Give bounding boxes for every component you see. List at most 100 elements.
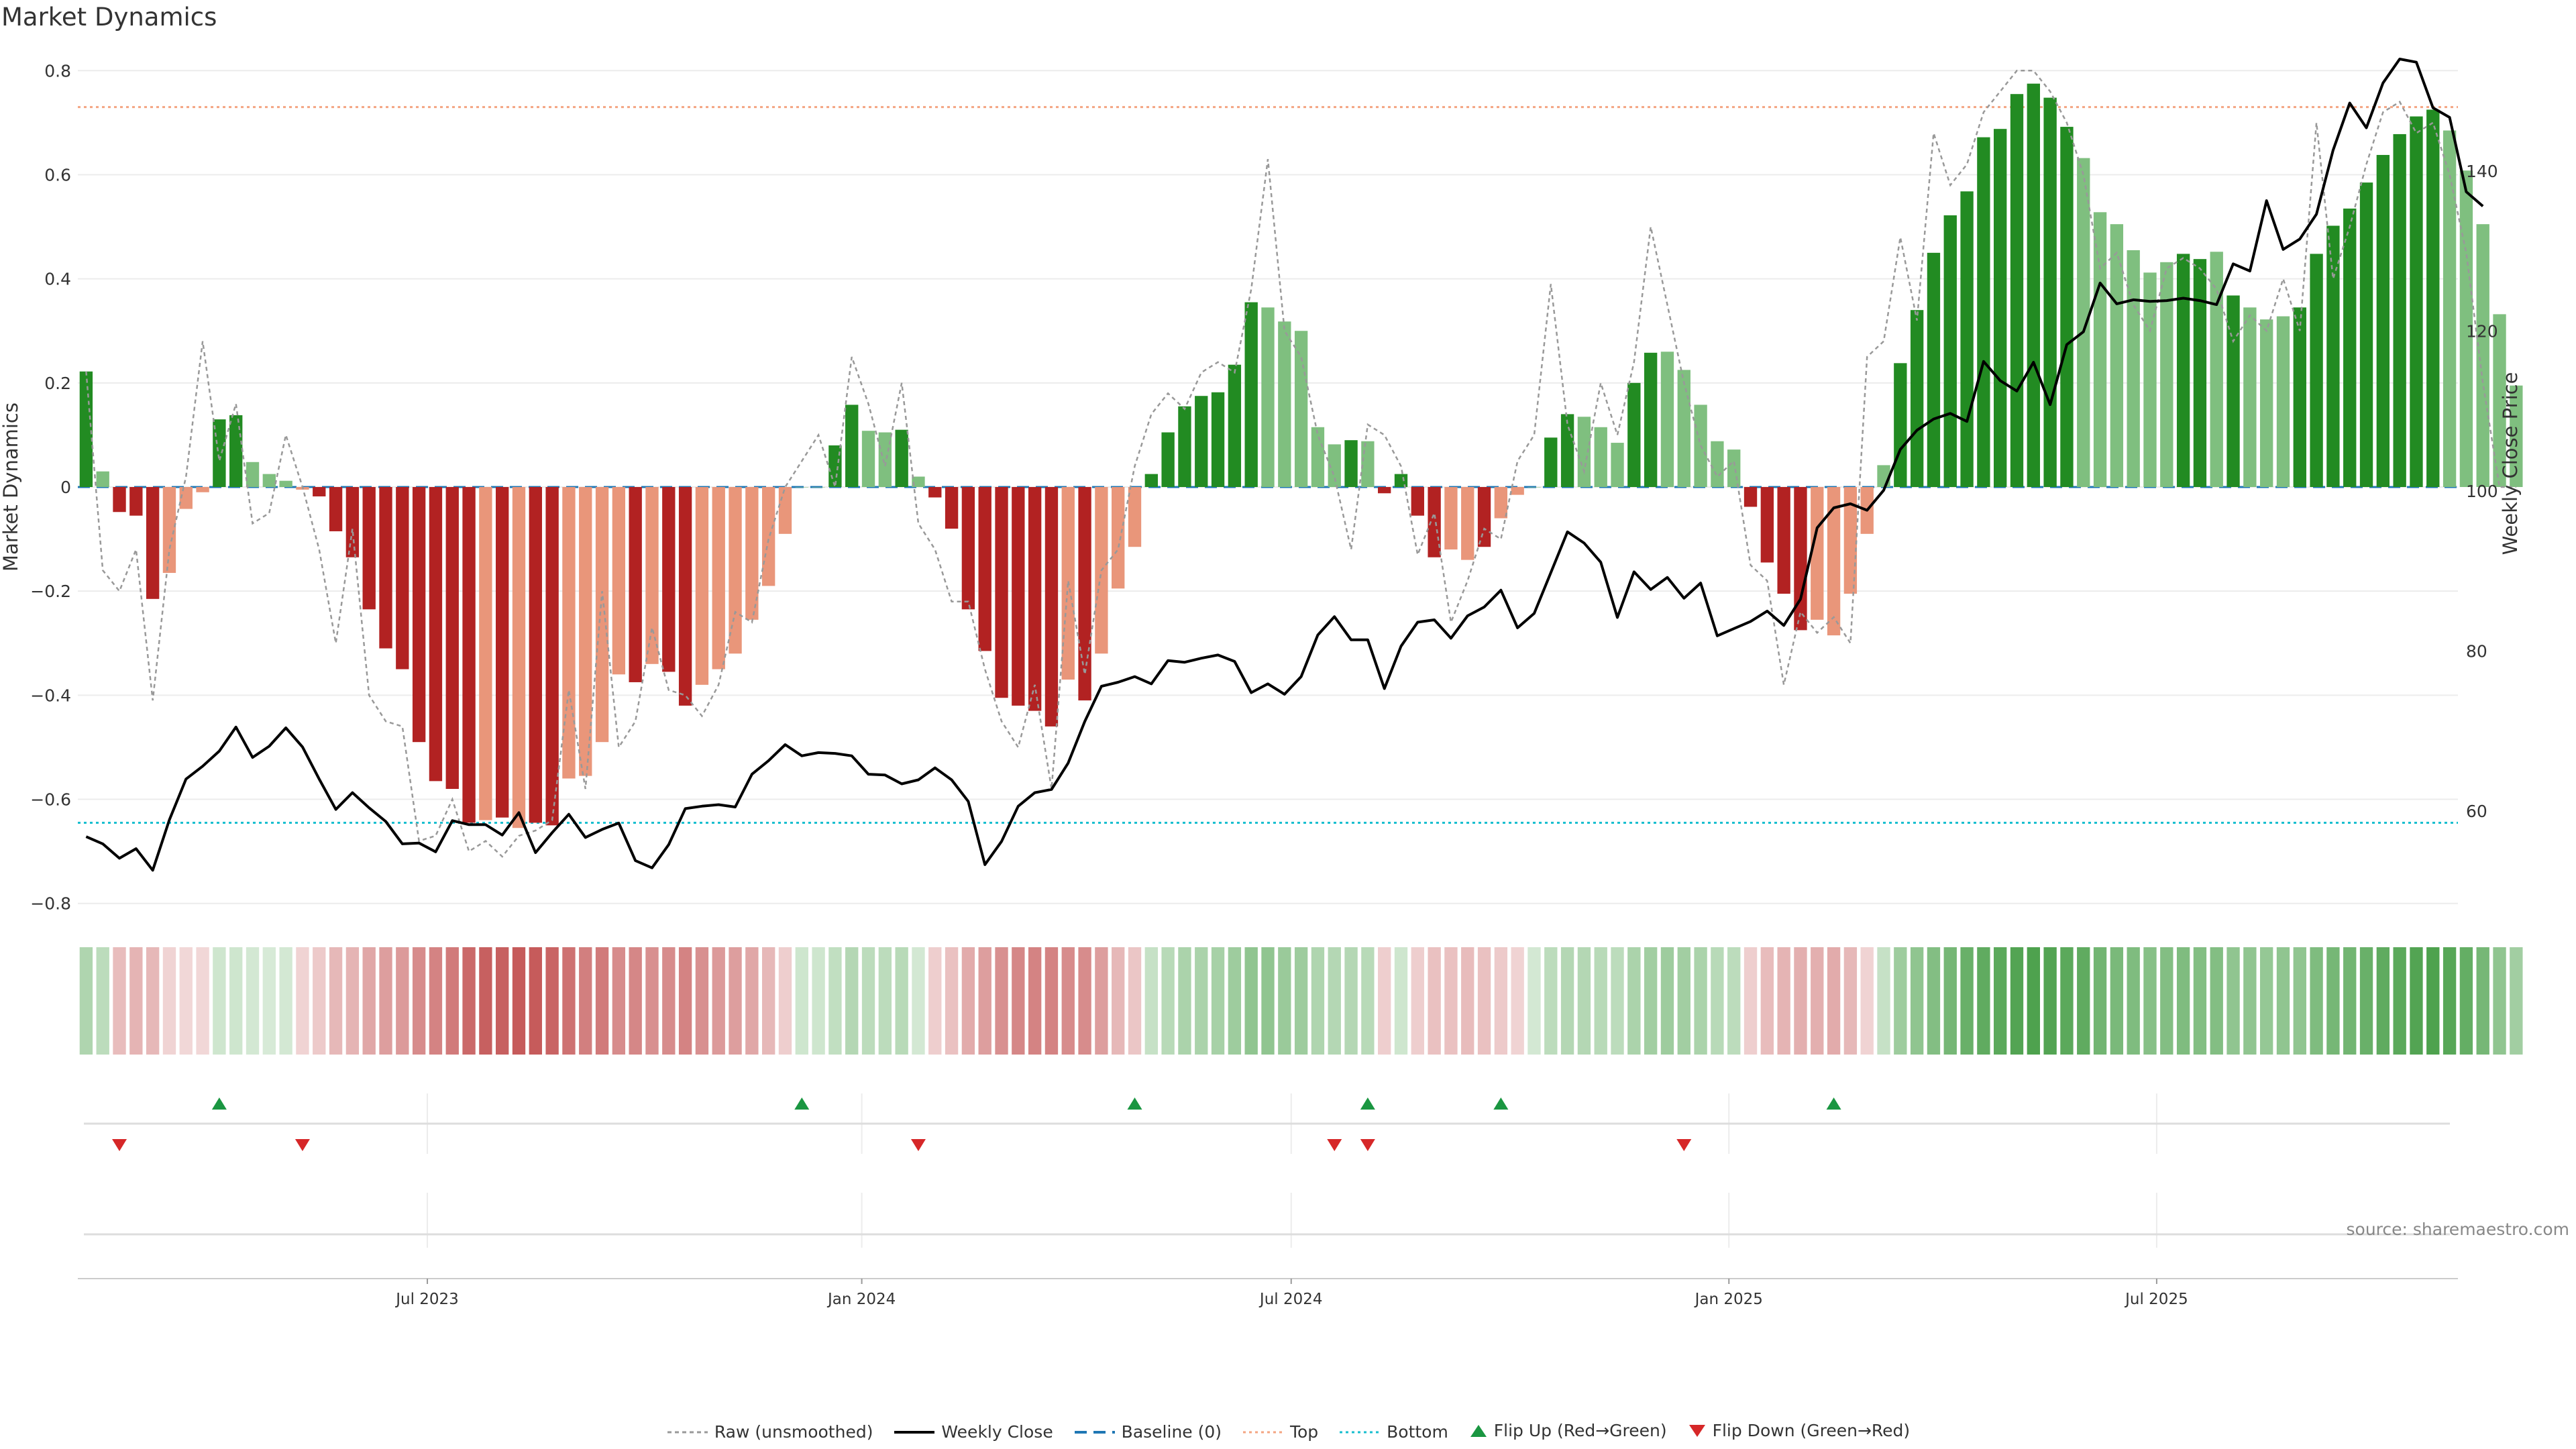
legend-flip-down-marker: [1688, 1424, 1705, 1437]
dynamics-bar: [978, 487, 991, 651]
thermo-cell: [1012, 947, 1025, 1055]
dynamics-bar: [2443, 130, 2457, 487]
flip-down-marker: [910, 1139, 926, 1151]
thermo-cell: [2393, 947, 2406, 1055]
dynamics-bar: [2077, 158, 2090, 488]
dynamics-bar: [1527, 487, 1541, 488]
thermo-cell: [562, 947, 576, 1055]
dynamics-bar: [845, 405, 859, 487]
thermo-cell: [2160, 947, 2174, 1055]
thermo-cell: [345, 947, 360, 1055]
dynamics-bar: [2160, 262, 2174, 487]
dynamics-bar: [379, 487, 392, 649]
dynamics-bar: [1012, 487, 1025, 706]
thermo-cell: [96, 947, 109, 1055]
thermo-cell: [2410, 947, 2423, 1055]
dynamics-bar: [761, 487, 775, 586]
thermo-cell: [1860, 947, 1874, 1055]
dynamics-bar: [196, 487, 209, 492]
thermo-cell: [479, 947, 492, 1055]
thermo-cell: [1078, 947, 1091, 1055]
dynamics-bar: [1611, 443, 1624, 487]
legend-label-flip-up: Flip Up (Red→Green): [1493, 1421, 1667, 1440]
dynamics-bar: [745, 487, 759, 620]
dynamics-bar: [429, 487, 443, 782]
dynamics-bar: [2459, 170, 2473, 487]
thermo-cell: [712, 947, 725, 1055]
dynamics-bar: [2259, 319, 2273, 487]
dynamics-bar: [1444, 487, 1458, 550]
thermo-cell: [162, 947, 176, 1055]
dynamics-bar: [1943, 215, 1957, 487]
x-tick-label: Jan 2025: [1694, 1291, 1763, 1308]
thermo-cell: [761, 947, 775, 1055]
dynamics-bar: [496, 487, 509, 818]
dynamics-bar: [1544, 437, 1558, 487]
dynamics-bar: [2127, 250, 2140, 487]
dynamics-bar: [2276, 316, 2290, 487]
thermo-cell: [2476, 947, 2489, 1055]
thermo-cell: [1943, 947, 1957, 1055]
dynamics-bar: [1927, 252, 1941, 487]
legend-item-flip-down: Flip Down (Green→Red): [1687, 1421, 1910, 1440]
thermo-cell: [1811, 947, 1824, 1055]
thermo-cell: [2226, 947, 2240, 1055]
legend-label-baseline: Baseline (0): [1121, 1422, 1222, 1442]
legend-label-raw: Raw (unsmoothed): [714, 1422, 873, 1442]
dynamics-bar: [1344, 440, 1358, 487]
flip-up-marker: [1127, 1097, 1142, 1110]
flip-down-marker: [1676, 1139, 1692, 1151]
thermo-cell: [1677, 947, 1690, 1055]
thermo-cell: [912, 947, 925, 1055]
thermo-cell: [1311, 947, 1325, 1055]
thermo-cell: [529, 947, 542, 1055]
thermo-cell: [662, 947, 676, 1055]
y-tick-label-left: 0.6: [44, 165, 71, 184]
x-tick-label: Jul 2024: [1258, 1291, 1323, 1308]
source-note: source: sharemaestro.com: [2346, 1220, 2570, 1239]
thermo-cell: [545, 947, 559, 1055]
flip-up-marker: [1826, 1097, 1841, 1110]
legend: Raw (unsmoothed) Weekly Close Baseline (…: [0, 1421, 2576, 1443]
thermo-cell: [2143, 947, 2157, 1055]
thermo-cell: [1627, 947, 1641, 1055]
legend-label-bottom: Bottom: [1387, 1422, 1448, 1442]
thermo-cell: [1195, 947, 1208, 1055]
thermo-cell: [2043, 947, 2057, 1055]
thermo-cell: [1161, 947, 1175, 1055]
dynamics-bar: [645, 487, 659, 664]
dynamics-bar: [229, 415, 243, 487]
dynamics-bar: [2226, 295, 2240, 487]
dynamics-bar: [1144, 474, 1158, 487]
dynamics-bar: [2193, 259, 2207, 487]
flip-up-marker: [1360, 1097, 1375, 1110]
thermo-cell: [878, 947, 892, 1055]
dynamics-bar: [961, 487, 975, 610]
dynamics-bar: [612, 487, 626, 675]
thermo-cell: [978, 947, 991, 1055]
series-lines: [85, 58, 2516, 872]
thermo-cell: [262, 947, 276, 1055]
thermo-cell: [1394, 947, 1408, 1055]
thermo-cell: [612, 947, 626, 1055]
dynamics-bar: [1727, 449, 1741, 487]
thermo-cell: [1544, 947, 1558, 1055]
thermo-cell: [1428, 947, 1441, 1055]
thermo-cell: [79, 947, 93, 1055]
thermo-cell: [329, 947, 343, 1055]
x-tick-label: Jul 2025: [2124, 1291, 2188, 1308]
thermo-cell: [2027, 947, 2040, 1055]
dynamics-bar: [1311, 427, 1325, 487]
dynamics-bar: [396, 487, 409, 669]
thermo-cell: [279, 947, 292, 1055]
dynamics-bar: [2027, 83, 2040, 488]
thermo-cell: [961, 947, 975, 1055]
dynamics-bar: [595, 487, 609, 743]
dynamics-bar: [2376, 154, 2390, 487]
x-tick-label: Jan 2024: [826, 1291, 896, 1308]
dynamics-bar: [262, 474, 276, 487]
dynamics-bar: [2176, 254, 2190, 487]
dynamics-bar: [1078, 487, 1091, 701]
thermo-cell: [579, 947, 592, 1055]
dynamics-bar: [1494, 487, 1508, 519]
